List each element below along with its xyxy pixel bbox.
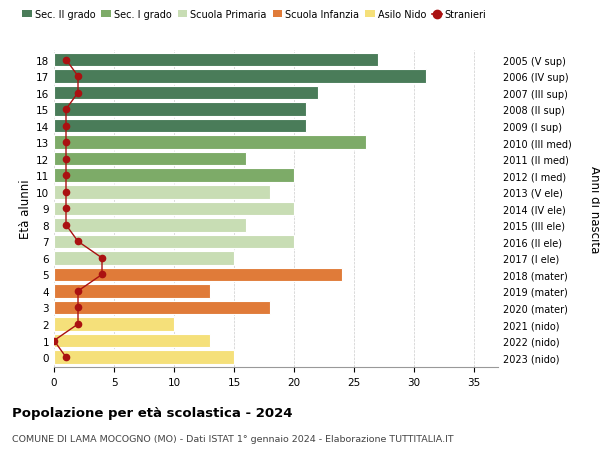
Bar (54, 218, 246, 232)
Bar (54, 268, 342, 281)
Bar (54, 252, 234, 265)
Bar (54, 103, 306, 117)
Bar (54, 120, 306, 133)
Text: Popolazione per età scolastica - 2024: Popolazione per età scolastica - 2024 (12, 406, 293, 419)
Legend: Sec. II grado, Sec. I grado, Scuola Primaria, Scuola Infanzia, Asilo Nido, Stran: Sec. II grado, Sec. I grado, Scuola Prim… (19, 6, 490, 24)
Bar (54, 87, 318, 100)
Bar (54, 318, 174, 331)
Bar (54, 70, 426, 84)
Bar (54, 301, 270, 314)
Bar (54, 235, 294, 249)
Y-axis label: Anni di nascita: Anni di nascita (588, 165, 600, 252)
Bar (54, 136, 366, 150)
Bar (54, 185, 270, 199)
Y-axis label: Età alunni: Età alunni (19, 179, 32, 239)
Bar (54, 334, 210, 347)
Text: COMUNE DI LAMA MOCOGNO (MO) - Dati ISTAT 1° gennaio 2024 - Elaborazione TUTTITAL: COMUNE DI LAMA MOCOGNO (MO) - Dati ISTAT… (12, 434, 454, 443)
Bar (54, 169, 294, 183)
Bar (54, 54, 378, 67)
Bar (54, 152, 246, 166)
Bar (54, 202, 294, 216)
Bar (54, 351, 234, 364)
Bar (54, 285, 210, 298)
